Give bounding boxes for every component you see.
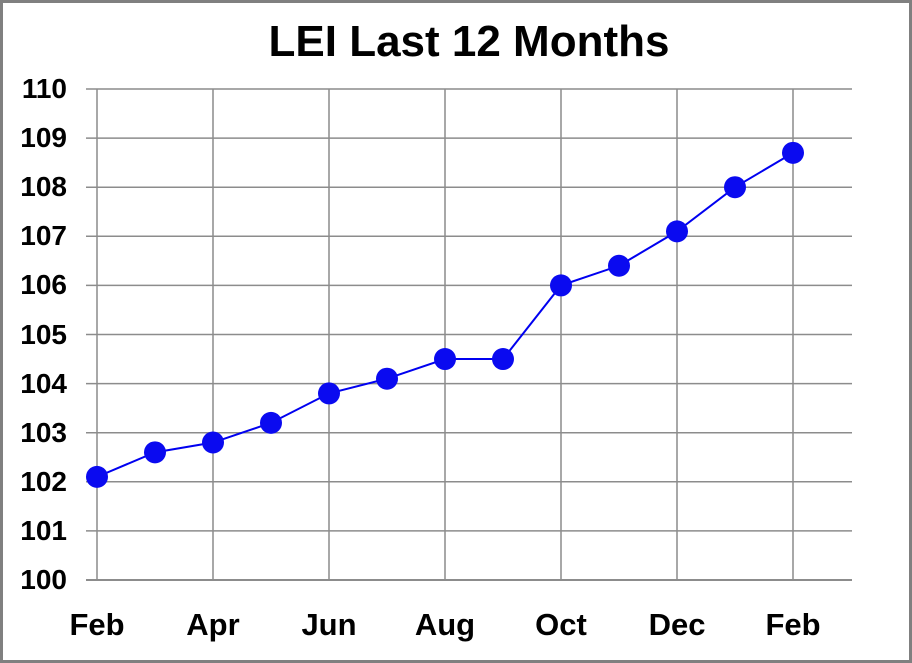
data-point-marker	[550, 274, 572, 297]
data-point-marker	[608, 254, 630, 277]
x-tick-label: Dec	[648, 607, 706, 642]
data-point-marker	[492, 348, 514, 371]
data-point-marker	[260, 411, 282, 434]
y-tick-label: 107	[20, 220, 67, 252]
data-point-marker	[376, 367, 398, 390]
lei-line-chart-plot-area	[86, 88, 852, 581]
gridlines	[86, 88, 852, 581]
y-tick-label: 106	[20, 269, 67, 301]
y-tick-label: 108	[20, 171, 67, 203]
chart-title: LEI Last 12 Months	[268, 17, 670, 66]
y-tick-label: 103	[20, 416, 67, 448]
data-point-marker	[318, 382, 340, 405]
x-tick-label: Feb	[69, 607, 125, 642]
data-point-marker	[782, 141, 804, 164]
y-tick-label: 109	[20, 122, 67, 154]
lei-data-series	[86, 141, 804, 488]
y-tick-label: 110	[21, 73, 67, 104]
data-point-marker	[202, 431, 224, 454]
y-tick-label: 105	[20, 318, 67, 350]
y-tick-label: 100	[20, 564, 67, 595]
x-tick-label: Jun	[301, 607, 357, 642]
x-tick-label: Apr	[186, 607, 240, 642]
x-tick-label: Oct	[535, 607, 587, 642]
y-tick-label: 104	[20, 367, 67, 399]
data-point-marker	[434, 348, 456, 371]
data-point-marker	[86, 465, 108, 488]
data-point-marker	[724, 176, 746, 199]
x-tick-label: Aug	[414, 607, 476, 642]
y-tick-label: 102	[20, 465, 67, 497]
x-tick-label: Feb	[765, 607, 821, 642]
y-tick-label: 101	[20, 514, 67, 546]
data-point-marker	[144, 441, 166, 464]
data-point-marker	[666, 220, 688, 243]
